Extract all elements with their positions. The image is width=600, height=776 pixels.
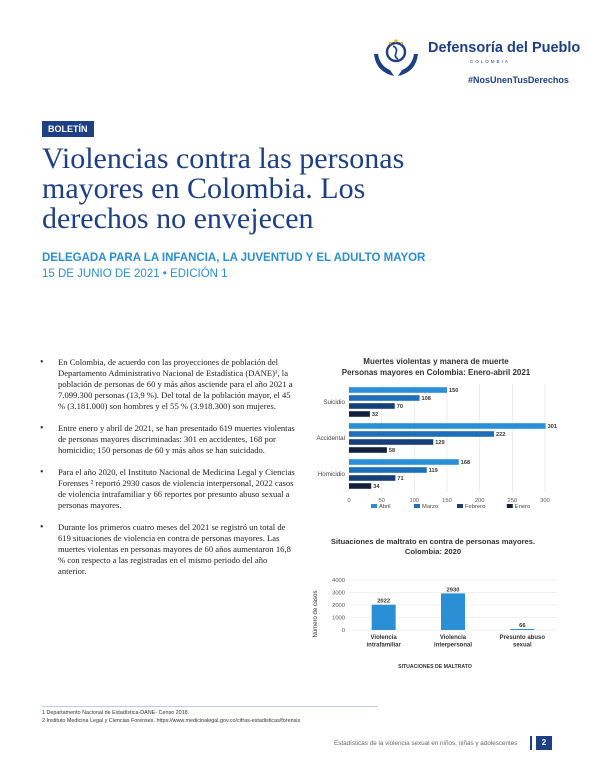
chart1-legend-label: Febrero: [465, 504, 485, 510]
chart1-data-label: 129: [435, 440, 444, 446]
footer-divider: [530, 736, 532, 750]
chart2-ylabel: Número de casos: [313, 590, 319, 637]
chart2-data-label: 66: [519, 623, 526, 629]
hashtag: #NosUnenTusDerechos: [468, 75, 569, 85]
bullet-item: En Colombia, de acuerdo con las proyecci…: [40, 357, 296, 412]
chart1-legend-swatch: [506, 504, 513, 508]
chart1-category-label: Accidental: [316, 435, 345, 442]
chart2-category-label: Violencia interpersonal: [434, 635, 472, 649]
chart1-bar: [349, 447, 387, 453]
chart1-data-label: 32: [372, 412, 378, 418]
chart1-bar: [349, 431, 495, 437]
document-title: Violencias contra las personas mayores e…: [42, 144, 562, 234]
logo-name: Defensoría del Pueblo: [428, 40, 581, 56]
maltreatment-chart: Situaciones de maltrato en contra de per…: [313, 537, 557, 670]
chart1-data-label: 70: [397, 404, 403, 410]
chart1-bar: [349, 387, 447, 393]
chart2-y-tick: 1000: [332, 616, 345, 622]
chart2-y-tick: 2000: [332, 603, 345, 609]
chart1-bar: [349, 411, 370, 417]
footnote-1: 1 Departamento Nacional de Estadística-D…: [42, 710, 190, 716]
violent-deaths-chart: Muertes violentas y manera de muerte Per…: [316, 357, 557, 510]
footer-text: Estadísticas de la violencia sexual en n…: [334, 740, 518, 747]
chart1-x-tick: 150: [442, 498, 452, 504]
chart1-x-tick: 100: [409, 498, 419, 504]
chart2-bar: [510, 629, 535, 630]
chart1-bar: [349, 395, 420, 401]
bullet-item: Durante los primeros cuatro meses del 20…: [40, 522, 296, 577]
chart1-legend-label: Abril: [379, 504, 391, 510]
chart2-data-label: 2930: [447, 587, 460, 593]
chart1-legend-swatch: [371, 504, 377, 508]
chart1-x-tick: 300: [540, 498, 550, 504]
chart1-subtitle: Personas mayores en Colombia: Enero-abri…: [342, 368, 531, 377]
chart1-category-label: Homicidio: [318, 471, 346, 478]
chart1-x-tick: 50: [378, 498, 384, 504]
chart1-bar: [349, 475, 396, 481]
chart2-y-tick: 4000: [332, 578, 345, 584]
logo-country: COLOMBIA: [470, 59, 510, 64]
chart1-data-label: 150: [449, 388, 458, 394]
chart2-xlabel: SITUACIONES DE MALTRATO: [398, 664, 472, 670]
chart2-category-label: Violencia intrafamiliar: [366, 635, 401, 649]
document-tag: BOLETÍN: [42, 121, 94, 137]
chart1-bar: [349, 459, 459, 465]
chart1-data-label: 119: [429, 468, 438, 474]
chart1-data-label: 71: [397, 476, 403, 482]
chart1-bar: [349, 423, 546, 429]
title-line: derechos no envejecen: [42, 202, 314, 235]
chart1-legend-swatch: [457, 504, 463, 508]
delegada-subtitle: DELEGADA PARA LA INFANCIA, LA JUVENTUD Y…: [42, 252, 426, 264]
edition-date: 15 DE JUNIO DE 2021 • EDICIÓN 1: [42, 268, 228, 280]
chart1-title: Muertes violentas y manera de muerte: [363, 357, 509, 366]
chart1-data-label: 58: [389, 448, 395, 454]
bullet-list: En Colombia, de acuerdo con las proyecci…: [40, 357, 296, 588]
chart1-data-label: 168: [461, 460, 470, 466]
chart1-data-label: 34: [373, 484, 380, 490]
chart1-legend-label: Enero: [515, 504, 530, 510]
chart1-bar: [349, 483, 372, 489]
chart2-bar: [441, 593, 465, 630]
title-line: mayores en Colombia. Los: [42, 172, 366, 205]
chart1-x-tick: 250: [507, 498, 517, 504]
bullet-item: Entre enero y abril de 2021, se han pres…: [40, 423, 296, 456]
chart1-x-tick: 0: [347, 498, 350, 504]
chart2-bar: [371, 604, 396, 630]
logo: [368, 34, 568, 94]
chart1-bar: [349, 467, 427, 473]
chart1-data-label: 301: [548, 424, 557, 430]
chart1-category-label: Suicidio: [323, 399, 345, 406]
chart1-legend-swatch: [414, 504, 420, 508]
chart1-data-label: 108: [422, 396, 431, 402]
logo-emblem-icon: [374, 39, 418, 76]
chart1-legend-label: Marzo: [422, 504, 438, 510]
chart1-data-label: 222: [496, 432, 505, 438]
footnote-2: 2 Instituto Medicina Legal y Ciencias Fo…: [42, 718, 301, 724]
bullet-item: Para el año 2020, el Instituto Nacional …: [40, 467, 296, 511]
chart2-category-label: Presunto abuso sexual: [500, 635, 546, 649]
chart2-y-tick: 3000: [332, 591, 345, 597]
footnote-divider: [42, 706, 378, 707]
title-line: Violencias contra las personas: [42, 142, 405, 175]
chart1-bar: [349, 403, 395, 409]
chart2-data-label: 2022: [377, 599, 390, 605]
chart1-x-tick: 200: [475, 498, 485, 504]
chart2-y-tick: 0: [342, 628, 345, 634]
chart1-bar: [349, 439, 434, 445]
chart2-subtitle: Colombia: 2020: [405, 547, 461, 556]
page-number: 2: [536, 736, 552, 750]
chart2-title: Situaciones de maltrato en contra de per…: [331, 537, 535, 546]
